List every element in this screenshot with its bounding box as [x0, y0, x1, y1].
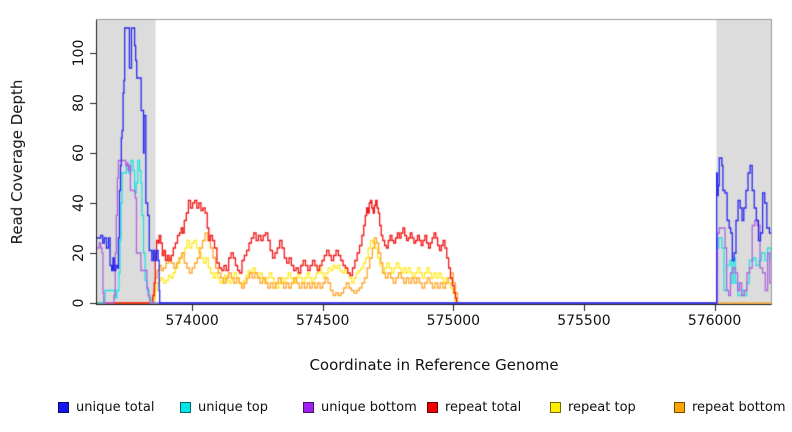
legend-item-repeat-total: repeat total [427, 399, 521, 415]
legend-swatch-icon [303, 401, 314, 413]
x-tick-label: 576000 [687, 313, 742, 329]
y-tick-label: 80 [71, 94, 87, 112]
legend-item-repeat-top: repeat top [550, 399, 636, 415]
legend-swatch-icon [427, 401, 438, 413]
legend-item-unique-bottom: unique bottom [303, 399, 417, 415]
y-tick-label: 100 [71, 39, 87, 67]
x-tick-label: 575000 [426, 313, 481, 329]
legend-label: unique bottom [321, 399, 417, 415]
y-axis-title: Read Coverage Depth [8, 79, 26, 245]
x-tick-label: 574500 [295, 313, 350, 329]
legend-label: unique top [198, 399, 269, 415]
legend-item-unique-top: unique top [180, 399, 268, 415]
legend-swatch-icon [550, 401, 561, 413]
legend-item-unique-total: unique total [58, 399, 154, 415]
x-axis-title: Coordinate in Reference Genome [309, 356, 559, 374]
y-tick-label: 0 [71, 298, 87, 308]
y-tick-label: 20 [71, 244, 87, 262]
legend-item-repeat-bottom: repeat bottom [674, 399, 786, 415]
x-tick-label: 574000 [165, 313, 219, 329]
legend-label: unique total [76, 399, 155, 415]
x-tick-label: 575500 [557, 313, 611, 329]
legend-label: repeat bottom [692, 399, 786, 415]
legend-swatch-icon [58, 401, 69, 413]
legend-label: repeat top [568, 399, 636, 415]
legend-label: repeat total [445, 399, 522, 415]
y-tick-label: 40 [71, 194, 87, 212]
y-tick-label: 60 [71, 144, 87, 162]
legend-swatch-icon [180, 401, 191, 413]
legend-swatch-icon [674, 401, 685, 413]
